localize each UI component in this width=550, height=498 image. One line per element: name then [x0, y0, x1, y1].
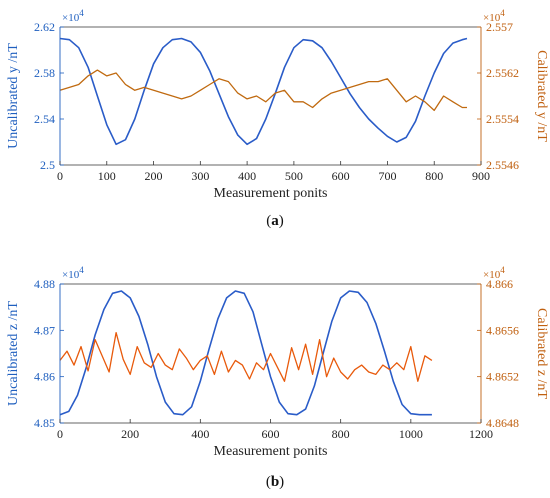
left-y-tick-label: 2.58	[34, 66, 55, 80]
x-tick-label: 500	[285, 169, 303, 183]
left-y-tick-label: 4.87	[34, 323, 55, 337]
x-tick-label: 1000	[399, 427, 423, 441]
panel-b-right-series-line	[59, 331, 433, 382]
right-y-tick-label: 2.5554	[486, 112, 519, 126]
right-axis-multiplier-exponent: 4	[500, 265, 505, 275]
left-y-tick-label: 4.88	[34, 277, 55, 291]
left-axis-multiplier: ×104	[62, 265, 84, 281]
x-tick-label: 100	[98, 169, 116, 183]
panel-a-left-series-line	[59, 37, 468, 146]
x-tick-label: 600	[332, 169, 350, 183]
x-tick-label: 800	[332, 427, 350, 441]
left-y-tick-label: 2.62	[34, 20, 55, 34]
x-tick-label: 200	[121, 427, 139, 441]
x-tick-label: 900	[472, 169, 490, 183]
x-tick-label: 200	[145, 169, 163, 183]
left-y-tick-label: 2.54	[34, 112, 55, 126]
right-y-axis-label: Calibrated y /nT	[534, 50, 549, 142]
x-tick-label: 0	[57, 169, 63, 183]
left-axis-multiplier-exponent: 4	[79, 8, 84, 18]
right-y-tick-label: 2.5546	[486, 158, 519, 172]
left-axis-multiplier-exponent: 4	[79, 265, 84, 275]
panel-caption-letter: b	[271, 474, 279, 490]
left-y-tick-label: 4.85	[34, 416, 55, 430]
x-tick-label: 0	[57, 427, 63, 441]
right-y-tick-label: 4.866	[486, 277, 513, 291]
left-y-axis-label: Uncalibrated y /nT	[6, 43, 21, 149]
panel-caption: (a)	[266, 213, 284, 229]
x-tick-label: 1200	[469, 427, 493, 441]
panel-caption-letter: a	[271, 213, 279, 229]
right-y-tick-label: 2.5562	[486, 66, 519, 80]
x-axis-label: Measurement ponits	[214, 444, 328, 459]
right-y-tick-label: 4.8656	[486, 323, 519, 337]
right-y-axis-label: Calibrated z /nT	[534, 308, 549, 399]
x-axis-label: Measurement ponits	[214, 186, 328, 201]
left-axis-multiplier: ×104	[62, 8, 84, 24]
right-y-tick-label: 4.8648	[486, 416, 519, 430]
x-tick-label: 600	[262, 427, 280, 441]
right-y-tick-label: 2.557	[486, 20, 513, 34]
right-axis-multiplier: ×104	[483, 265, 505, 281]
x-tick-label: 300	[191, 169, 209, 183]
right-axis-multiplier-exponent: 4	[500, 8, 505, 18]
right-axis-multiplier: ×104	[483, 8, 505, 24]
left-y-axis-label: Uncalibrated z /nT	[6, 301, 21, 406]
right-y-tick-label: 4.8652	[486, 370, 519, 384]
x-tick-label: 700	[378, 169, 396, 183]
left-y-tick-label: 2.5	[40, 158, 55, 172]
left-y-tick-label: 4.86	[34, 370, 55, 384]
x-tick-label: 400	[191, 427, 209, 441]
panel-a-right-series-line	[59, 69, 467, 112]
x-tick-label: 800	[425, 169, 443, 183]
panel-caption: (b)	[266, 474, 284, 490]
x-tick-label: 400	[238, 169, 256, 183]
panel-b-left-series-line	[59, 290, 432, 416]
